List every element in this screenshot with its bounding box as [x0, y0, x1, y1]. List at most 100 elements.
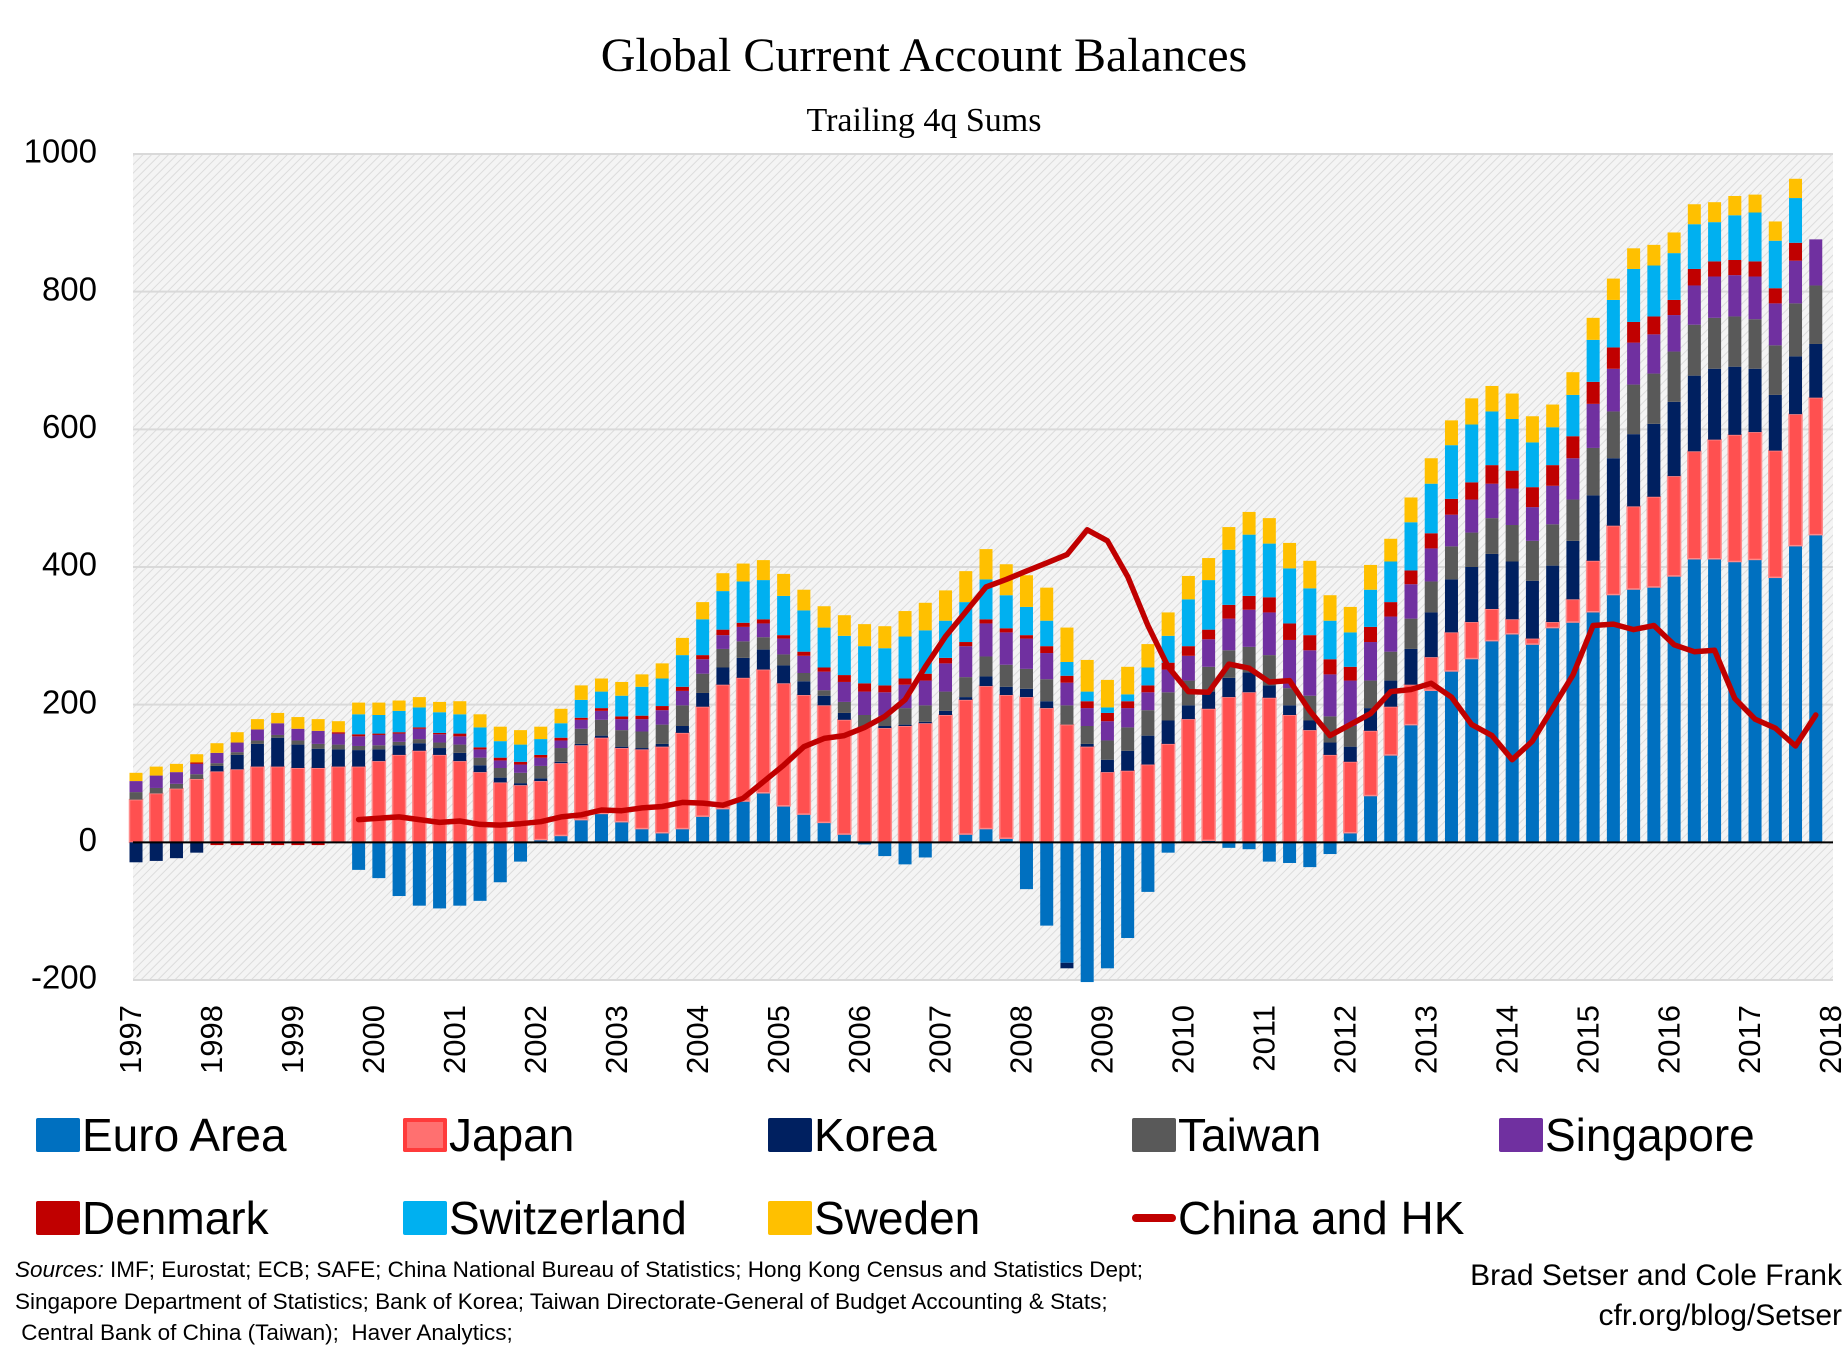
bar-euro-area	[878, 842, 892, 857]
bar-singapore	[797, 655, 811, 674]
bar-taiwan	[1586, 447, 1600, 496]
bar-japan	[553, 762, 569, 837]
bar-switzerland	[1687, 224, 1701, 269]
x-tick-label: 2010	[1166, 1005, 1201, 1074]
bar-singapore	[1019, 638, 1033, 669]
bar-singapore	[392, 733, 406, 742]
bar-denmark	[1080, 701, 1094, 709]
bar-switzerland	[1606, 299, 1620, 348]
bar-denmark	[271, 842, 285, 846]
bar-denmark	[1404, 570, 1418, 585]
bar-korea	[1444, 579, 1458, 633]
bar-euro-area	[655, 832, 669, 843]
bar-japan	[1504, 618, 1520, 635]
bar-sweden	[1080, 659, 1094, 692]
bar-japan	[1666, 475, 1682, 577]
bar-singapore	[291, 728, 305, 741]
bar-taiwan	[979, 656, 993, 677]
bar-switzerland	[716, 591, 730, 630]
bar-denmark	[1323, 659, 1337, 675]
bar-korea	[1080, 743, 1094, 747]
bar-singapore	[999, 632, 1013, 665]
x-tick-label: 2006	[842, 1005, 877, 1074]
bar-euro-area	[858, 842, 872, 845]
bar-switzerland	[1424, 483, 1438, 534]
bar-switzerland	[1667, 253, 1681, 300]
bar-denmark	[1647, 316, 1661, 335]
bar-japan	[1525, 637, 1540, 645]
legend-euro-area: Euro Area	[36, 1108, 287, 1162]
bar-sweden	[1100, 679, 1114, 708]
bar-euro-area	[1262, 842, 1276, 862]
bar-sweden	[250, 719, 264, 730]
bar-korea	[1343, 746, 1357, 762]
bar-korea	[352, 750, 366, 767]
bar-singapore	[878, 692, 892, 716]
bar-japan	[1565, 598, 1581, 623]
bar-taiwan	[696, 673, 710, 693]
bar-taiwan	[675, 705, 689, 727]
bar-euro-area	[1222, 842, 1236, 848]
chart-title: Global Current Account Balances	[600, 29, 1248, 82]
bar-korea	[412, 743, 426, 751]
bar-switzerland	[594, 691, 608, 709]
bar-denmark	[635, 715, 649, 720]
bar-singapore	[1809, 239, 1823, 286]
bar-switzerland	[999, 595, 1013, 629]
bar-euro-area	[534, 839, 548, 843]
bar-singapore	[756, 623, 770, 638]
bar-korea	[271, 737, 285, 767]
bar-sweden	[1323, 595, 1337, 621]
bar-japan	[148, 792, 164, 844]
bar-denmark	[534, 754, 548, 758]
bar-singapore	[1465, 499, 1479, 533]
bar-sweden	[1444, 420, 1458, 446]
bar-denmark	[716, 629, 730, 636]
bar-japan	[1484, 608, 1500, 642]
bar-japan	[1626, 505, 1641, 590]
bar-taiwan	[1748, 319, 1762, 369]
bar-japan	[776, 682, 791, 807]
bar-taiwan	[1283, 688, 1297, 706]
bar-denmark	[352, 734, 366, 737]
bar-switzerland	[898, 636, 912, 679]
bar-sweden	[230, 732, 244, 743]
y-tick-label: 0	[79, 821, 97, 858]
bar-sweden	[1627, 248, 1641, 269]
bar-singapore	[1566, 458, 1580, 500]
bar-switzerland	[1789, 198, 1803, 243]
bar-japan	[229, 768, 245, 844]
bar-korea	[433, 748, 447, 755]
bar-switzerland	[1728, 215, 1742, 261]
bar-singapore	[514, 764, 528, 773]
bar-korea	[250, 743, 264, 767]
bar-euro-area	[1100, 842, 1114, 969]
bar-sweden	[817, 606, 831, 628]
bar-denmark	[1424, 533, 1438, 549]
bar-switzerland	[1647, 265, 1661, 317]
bar-sweden	[1728, 195, 1742, 216]
bar-korea	[1546, 565, 1560, 623]
bar-switzerland	[615, 695, 629, 717]
bar-taiwan	[1161, 692, 1175, 721]
bar-singapore	[1708, 276, 1722, 318]
bar-korea	[210, 765, 224, 772]
bar-sweden	[1121, 666, 1135, 695]
bar-japan	[918, 722, 933, 844]
bar-korea	[1100, 759, 1114, 773]
bar-taiwan	[352, 745, 366, 751]
bar-denmark	[756, 619, 770, 624]
bar-euro-area	[1687, 558, 1701, 843]
bar-singapore	[169, 772, 183, 784]
bar-switzerland	[858, 646, 872, 684]
bar-taiwan	[1525, 540, 1539, 581]
bar-denmark	[554, 737, 568, 741]
bar-taiwan	[514, 772, 528, 784]
bar-japan	[1100, 771, 1115, 844]
bar-korea	[291, 744, 305, 768]
bar-denmark	[1262, 597, 1276, 613]
bar-denmark	[1141, 685, 1155, 693]
bar-korea	[1606, 458, 1620, 526]
bar-sweden	[635, 674, 649, 687]
bar-switzerland	[1181, 599, 1195, 647]
